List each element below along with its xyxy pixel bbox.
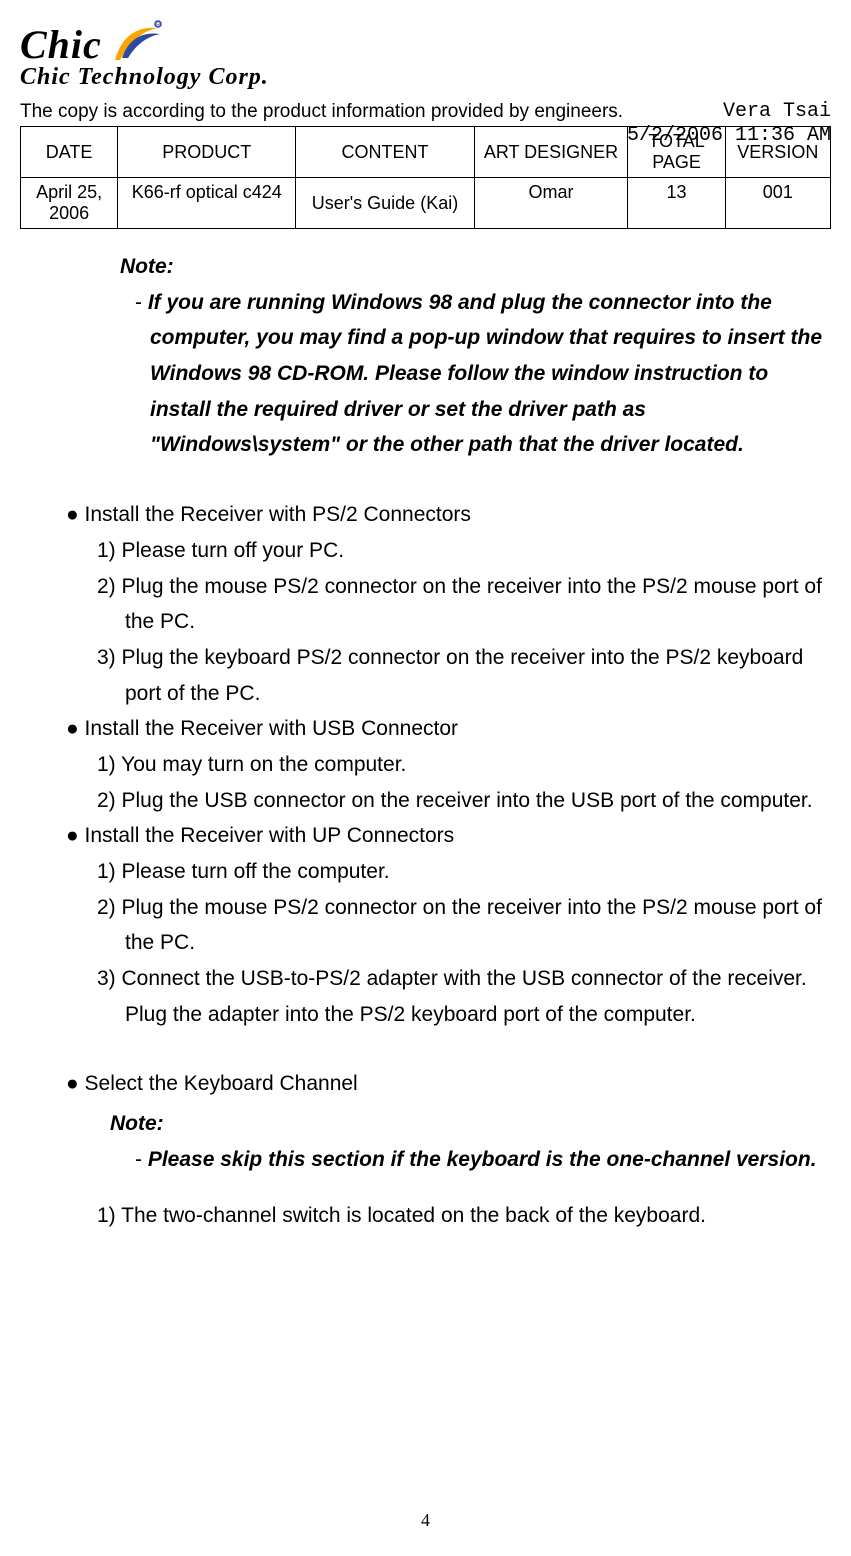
logo-swoosh-icon: R — [110, 20, 166, 69]
usb-step-2: 2) Plug the USB connector on the receive… — [125, 783, 831, 819]
header-meta: Vera Tsai 5/2/2006 11:36 AM — [627, 100, 831, 148]
cell-date: April 25, 2006 — [21, 178, 118, 229]
section-channel-title: Select the Keyboard Channel — [90, 1066, 831, 1102]
ps2-step-1: 1) Please turn off your PC. — [125, 533, 831, 569]
svg-text:R: R — [156, 23, 161, 29]
section-ps2-title: Install the Receiver with PS/2 Connector… — [90, 497, 831, 533]
up-step-1: 1) Please turn off the computer. — [125, 854, 831, 890]
usb-step-1: 1) You may turn on the computer. — [125, 747, 831, 783]
ps2-step-3: 3) Plug the keyboard PS/2 connector on t… — [125, 640, 831, 711]
channel-note-body: Please skip this section if the keyboard… — [150, 1142, 831, 1178]
col-product: PRODUCT — [118, 127, 296, 178]
channel-note-heading: Note: — [110, 1106, 831, 1142]
cell-product: K66-rf optical c424 — [118, 178, 296, 229]
table-data-row: April 25, 2006 K66-rf optical c424 User'… — [21, 178, 831, 229]
channel-step-1: 1) The two-channel switch is located on … — [125, 1198, 831, 1234]
logo-area: Chic R Chic Technology Corp. — [20, 20, 831, 91]
up-step-2: 2) Plug the mouse PS/2 connector on the … — [125, 890, 831, 961]
logo-subtitle: Chic Technology Corp. — [20, 64, 831, 91]
author-name: Vera Tsai — [627, 100, 831, 124]
up-step-3: 3) Connect the USB-to-PS/2 adapter with … — [125, 961, 831, 1032]
cell-version: 001 — [725, 178, 830, 229]
cell-art-designer: Omar — [474, 178, 628, 229]
col-content: CONTENT — [296, 127, 474, 178]
col-date: DATE — [21, 127, 118, 178]
page-number: 4 — [0, 1510, 851, 1531]
cell-total-page: 13 — [628, 178, 725, 229]
section-up-title: Install the Receiver with UP Connectors — [90, 818, 831, 854]
body-content: Note: If you are running Windows 98 and … — [20, 249, 831, 1233]
col-art-designer: ART DESIGNER — [474, 127, 628, 178]
note-heading: Note: — [120, 249, 831, 285]
ps2-step-2: 2) Plug the mouse PS/2 connector on the … — [125, 569, 831, 640]
timestamp: 5/2/2006 11:36 AM — [627, 124, 831, 148]
note-body: If you are running Windows 98 and plug t… — [150, 285, 831, 463]
cell-content: User's Guide (Kai) — [296, 178, 474, 229]
section-usb-title: Install the Receiver with USB Connector — [90, 711, 831, 747]
logo-brand: Chic — [20, 21, 102, 68]
